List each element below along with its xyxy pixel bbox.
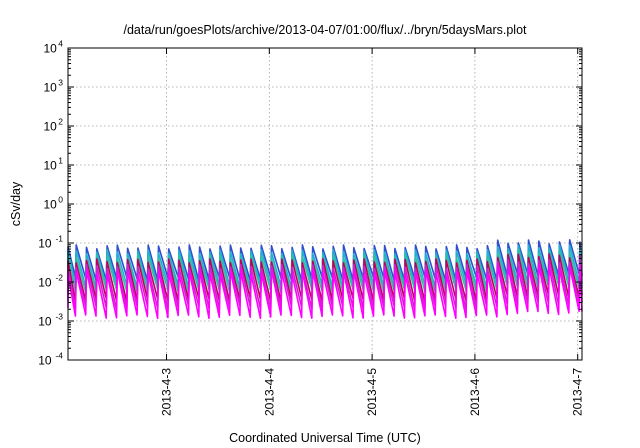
y-tick-exponent: 4 bbox=[58, 39, 63, 49]
x-tick-label: 2013-4-3 bbox=[160, 368, 174, 416]
y-tick-label: 10 -3 bbox=[38, 312, 63, 329]
series-line bbox=[67, 253, 583, 303]
y-tick-exponent: 2 bbox=[58, 117, 63, 127]
y-tick-base: 10 bbox=[38, 315, 52, 329]
y-tick-label: 10 2 bbox=[43, 117, 63, 134]
y-tick-exponent: -3 bbox=[55, 312, 63, 322]
y-tick-base: 10 bbox=[38, 354, 52, 368]
y-tick-exponent: 3 bbox=[58, 78, 63, 88]
y-tick-label: 10 -2 bbox=[38, 273, 63, 290]
series-lines bbox=[67, 239, 583, 320]
y-tick-exponent: 0 bbox=[58, 195, 63, 205]
y-tick-base: 10 bbox=[43, 159, 57, 173]
y-axis-label: cSv/day bbox=[9, 181, 23, 226]
series-line bbox=[67, 244, 583, 289]
y-tick-base: 10 bbox=[38, 237, 52, 251]
y-tick-base: 10 bbox=[43, 81, 57, 95]
y-tick-exponent: -4 bbox=[55, 351, 63, 361]
grid-lines bbox=[68, 48, 582, 360]
y-tick-base: 10 bbox=[38, 276, 52, 290]
y-tick-label: 10 0 bbox=[43, 195, 63, 212]
y-tick-label: 10 1 bbox=[43, 156, 63, 173]
x-tick-label: 2013-4-7 bbox=[571, 368, 585, 416]
x-tick-labels: 2013-4-3 2013-4-4 2013-4-5 2013-4-6 2013-4-7 bbox=[160, 368, 585, 416]
y-tick-exponent: -2 bbox=[55, 273, 63, 283]
y-tick-label: 10 4 bbox=[43, 39, 63, 56]
series-line bbox=[67, 239, 583, 282]
y-tick-base: 10 bbox=[43, 198, 57, 212]
y-tick-label: 10 -4 bbox=[38, 351, 63, 368]
x-axis-label: Coordinated Universal Time (UTC) bbox=[229, 431, 421, 445]
series-line bbox=[67, 264, 583, 320]
y-tick-base: 10 bbox=[43, 42, 57, 56]
series-line bbox=[67, 258, 583, 311]
x-tick-label: 2013-4-5 bbox=[365, 368, 379, 416]
chart-title: /data/run/goesPlots/archive/2013-04-07/0… bbox=[123, 23, 527, 37]
y-tick-exponent: -1 bbox=[55, 234, 63, 244]
axis-ticks bbox=[68, 47, 582, 361]
series-line bbox=[67, 248, 583, 294]
y-tick-label: 10 -1 bbox=[38, 234, 63, 251]
y-tick-label: 10 3 bbox=[43, 78, 63, 95]
x-tick-label: 2013-4-6 bbox=[468, 368, 482, 416]
y-tick-base: 10 bbox=[43, 120, 57, 134]
x-tick-label: 2013-4-4 bbox=[262, 368, 276, 416]
y-tick-exponent: 1 bbox=[58, 156, 63, 166]
